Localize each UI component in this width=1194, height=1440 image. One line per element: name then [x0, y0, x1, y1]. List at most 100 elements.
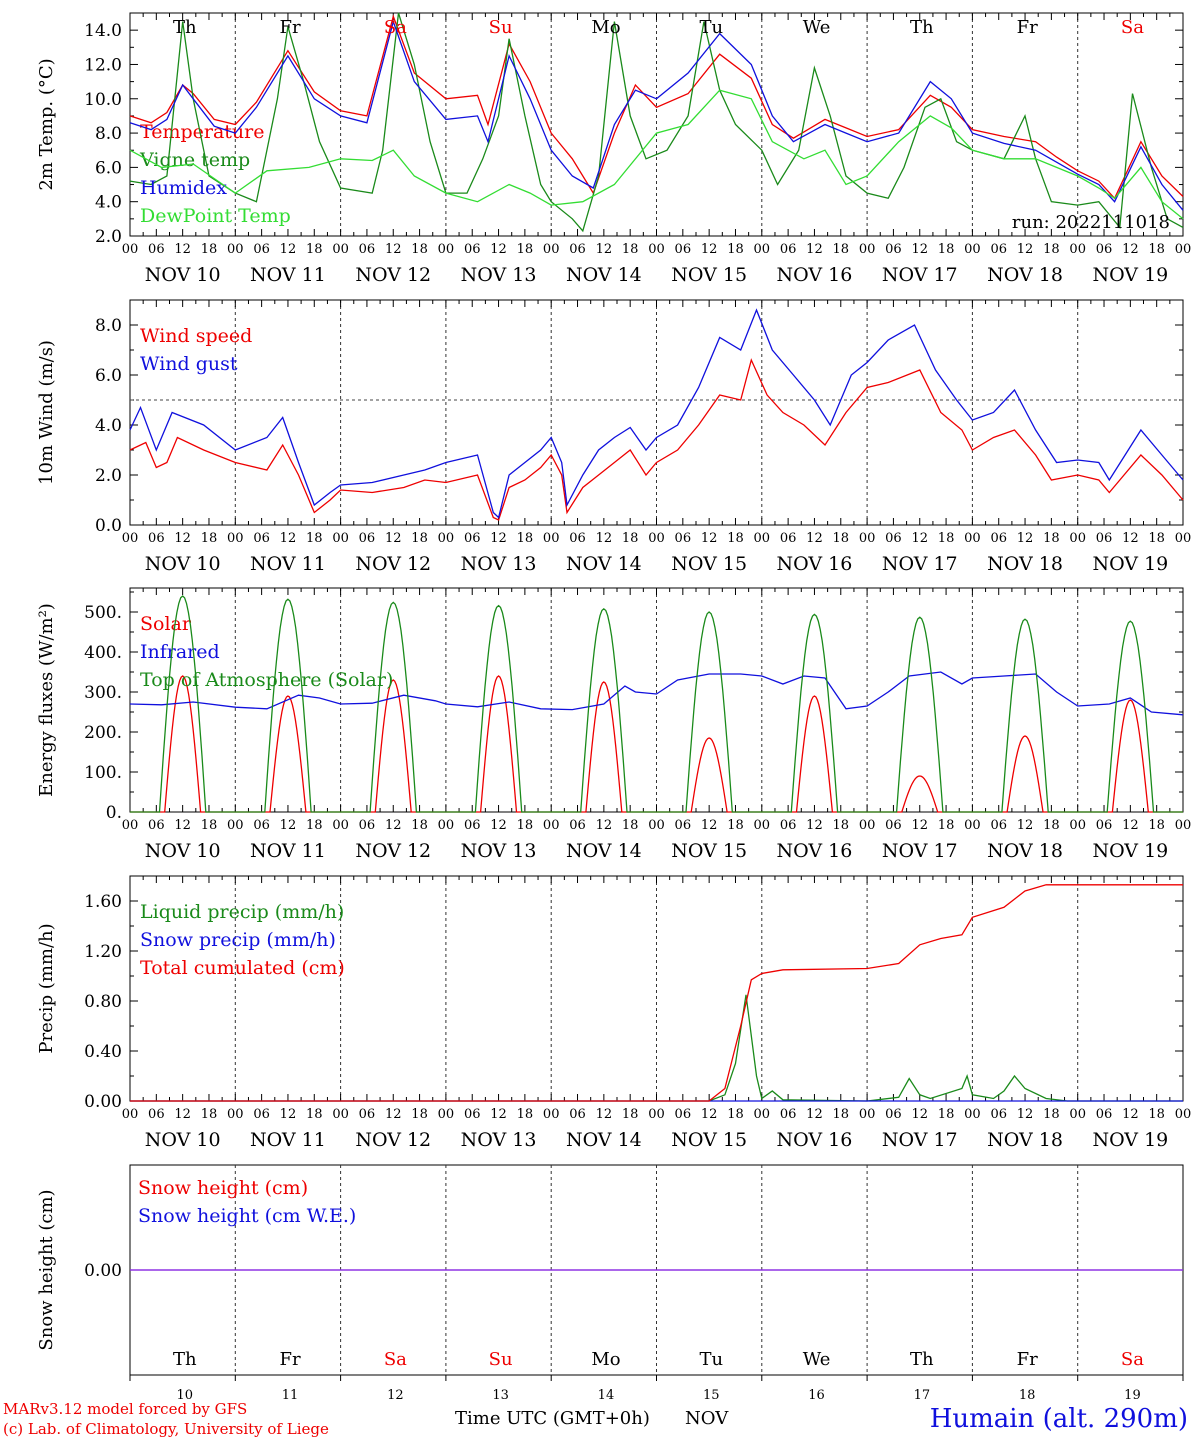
- y-tick-label: 8.0: [95, 124, 122, 144]
- hour-tick-label: 06: [569, 242, 586, 257]
- hour-tick-label: 12: [385, 818, 402, 833]
- legend-entry: Top of Atmosphere (Solar): [140, 669, 393, 691]
- hour-tick-label: 12: [1017, 818, 1034, 833]
- day-number: 18: [1019, 1388, 1036, 1403]
- hour-tick-label: 00: [438, 242, 455, 257]
- y-tick-label: 500.: [84, 603, 122, 623]
- hour-tick-label: 18: [517, 1107, 534, 1122]
- hour-tick-label: 00: [964, 531, 981, 546]
- date-label: NOV 10: [145, 1129, 221, 1151]
- legend-entry: Snow height (cm): [138, 1177, 308, 1199]
- hour-tick-label: 00: [964, 1107, 981, 1122]
- day-number: 15: [703, 1388, 720, 1403]
- hour-tick-label: 00: [648, 242, 665, 257]
- hour-tick-label: 18: [938, 531, 955, 546]
- y-tick-label: 14.0: [84, 21, 122, 41]
- hour-tick-label: 06: [780, 1107, 797, 1122]
- hour-tick-label: 18: [306, 242, 323, 257]
- station-label: Humain (alt. 290m): [930, 1404, 1188, 1434]
- hour-tick-label: 12: [490, 531, 507, 546]
- panel-3: 0. 100. 200. 300. 400. 500. Energy fluxes (W/m…: [36, 587, 1191, 862]
- series-line-wind-gust: [129, 308, 1184, 519]
- hour-tick-label: 18: [1148, 1107, 1165, 1122]
- series-line-dewpoint-temp: [129, 89, 1184, 220]
- hour-tick-label: 00: [648, 1107, 665, 1122]
- hour-tick-label: 12: [701, 242, 718, 257]
- hour-tick-label: 18: [622, 531, 639, 546]
- date-label: NOV 17: [882, 264, 958, 286]
- date-label: NOV 16: [777, 840, 853, 862]
- legend-entry: Solar: [140, 613, 192, 635]
- hour-tick-label: 18: [727, 531, 744, 546]
- hour-tick-label: 06: [148, 1107, 165, 1122]
- date-label: NOV 14: [566, 264, 642, 286]
- hour-tick-label: 06: [885, 242, 902, 257]
- date-label: NOV 15: [671, 840, 747, 862]
- hour-tick-label: 12: [490, 1107, 507, 1122]
- date-label: NOV 12: [355, 553, 431, 575]
- hour-tick-label: 00: [754, 531, 771, 546]
- hour-tick-label: 18: [833, 1107, 850, 1122]
- series-line-top-of-atmosphere-solar-: [130, 595, 1183, 813]
- day-number: 11: [282, 1388, 299, 1403]
- y-tick-label: 0.: [106, 803, 122, 823]
- hour-tick-label: 12: [701, 531, 718, 546]
- legend-entry: Wind gust: [140, 353, 238, 375]
- date-label: NOV 13: [461, 553, 537, 575]
- hour-tick-label: 12: [806, 1107, 823, 1122]
- hour-tick-label: 00: [1069, 818, 1086, 833]
- hour-tick-label: 06: [990, 818, 1007, 833]
- hour-tick-label: 06: [253, 1107, 270, 1122]
- y-tick-label: 4.0: [95, 193, 122, 213]
- hour-tick-label: 00: [1175, 531, 1192, 546]
- hour-tick-label: 06: [1096, 242, 1113, 257]
- hour-tick-label: 18: [517, 818, 534, 833]
- day-abbr: Tu: [699, 1349, 723, 1370]
- hour-tick-label: 06: [1096, 818, 1113, 833]
- hour-tick-label: 12: [806, 242, 823, 257]
- hour-tick-label: 18: [622, 242, 639, 257]
- plot-frame: [129, 299, 1184, 526]
- hour-tick-label: 00: [859, 818, 876, 833]
- model-credit: MARv3.12 model forced by GFS: [3, 1400, 247, 1418]
- hour-tick-label: 00: [754, 1107, 771, 1122]
- date-label: NOV 17: [882, 1129, 958, 1151]
- hour-tick-label: 06: [675, 242, 692, 257]
- hour-tick-label: 12: [1017, 531, 1034, 546]
- hour-tick-label: 12: [596, 242, 613, 257]
- hour-tick-label: 06: [253, 818, 270, 833]
- hour-tick-label: 06: [990, 1107, 1007, 1122]
- hour-tick-label: 00: [332, 531, 349, 546]
- hour-tick-label: 12: [174, 242, 191, 257]
- day-number: 19: [1124, 1388, 1141, 1403]
- hour-tick-label: 12: [385, 1107, 402, 1122]
- hour-tick-label: 18: [1148, 818, 1165, 833]
- date-label: NOV 11: [250, 553, 326, 575]
- hour-tick-label: 18: [201, 818, 218, 833]
- hour-tick-label: 00: [1175, 1107, 1192, 1122]
- y-axis-label: Snow height (cm): [36, 1189, 57, 1350]
- hour-tick-label: 06: [569, 531, 586, 546]
- hour-tick-label: 00: [859, 531, 876, 546]
- y-tick-label: 100.: [84, 763, 122, 783]
- day-abbr: Th: [910, 17, 934, 38]
- hour-tick-label: 18: [411, 1107, 428, 1122]
- hour-tick-label: 18: [201, 531, 218, 546]
- footer: MARv3.12 model forced by GFS (c) Lab. of…: [3, 1400, 1188, 1438]
- hour-tick-label: 12: [596, 531, 613, 546]
- hour-tick-label: 06: [569, 1107, 586, 1122]
- hour-tick-label: 12: [280, 531, 297, 546]
- hour-tick-label: 18: [938, 818, 955, 833]
- hour-tick-label: 00: [859, 242, 876, 257]
- day-abbr: Fr: [280, 1349, 301, 1370]
- legend-entry: Liquid precip (mm/h): [140, 901, 344, 923]
- hour-tick-label: 18: [833, 818, 850, 833]
- hour-tick-label: 18: [727, 242, 744, 257]
- hour-tick-label: 00: [1069, 242, 1086, 257]
- date-label: NOV 13: [461, 1129, 537, 1151]
- month-label: NOV: [685, 1408, 729, 1429]
- date-label: NOV 12: [355, 264, 431, 286]
- day-abbr: Mo: [591, 1349, 620, 1370]
- hour-tick-label: 00: [964, 818, 981, 833]
